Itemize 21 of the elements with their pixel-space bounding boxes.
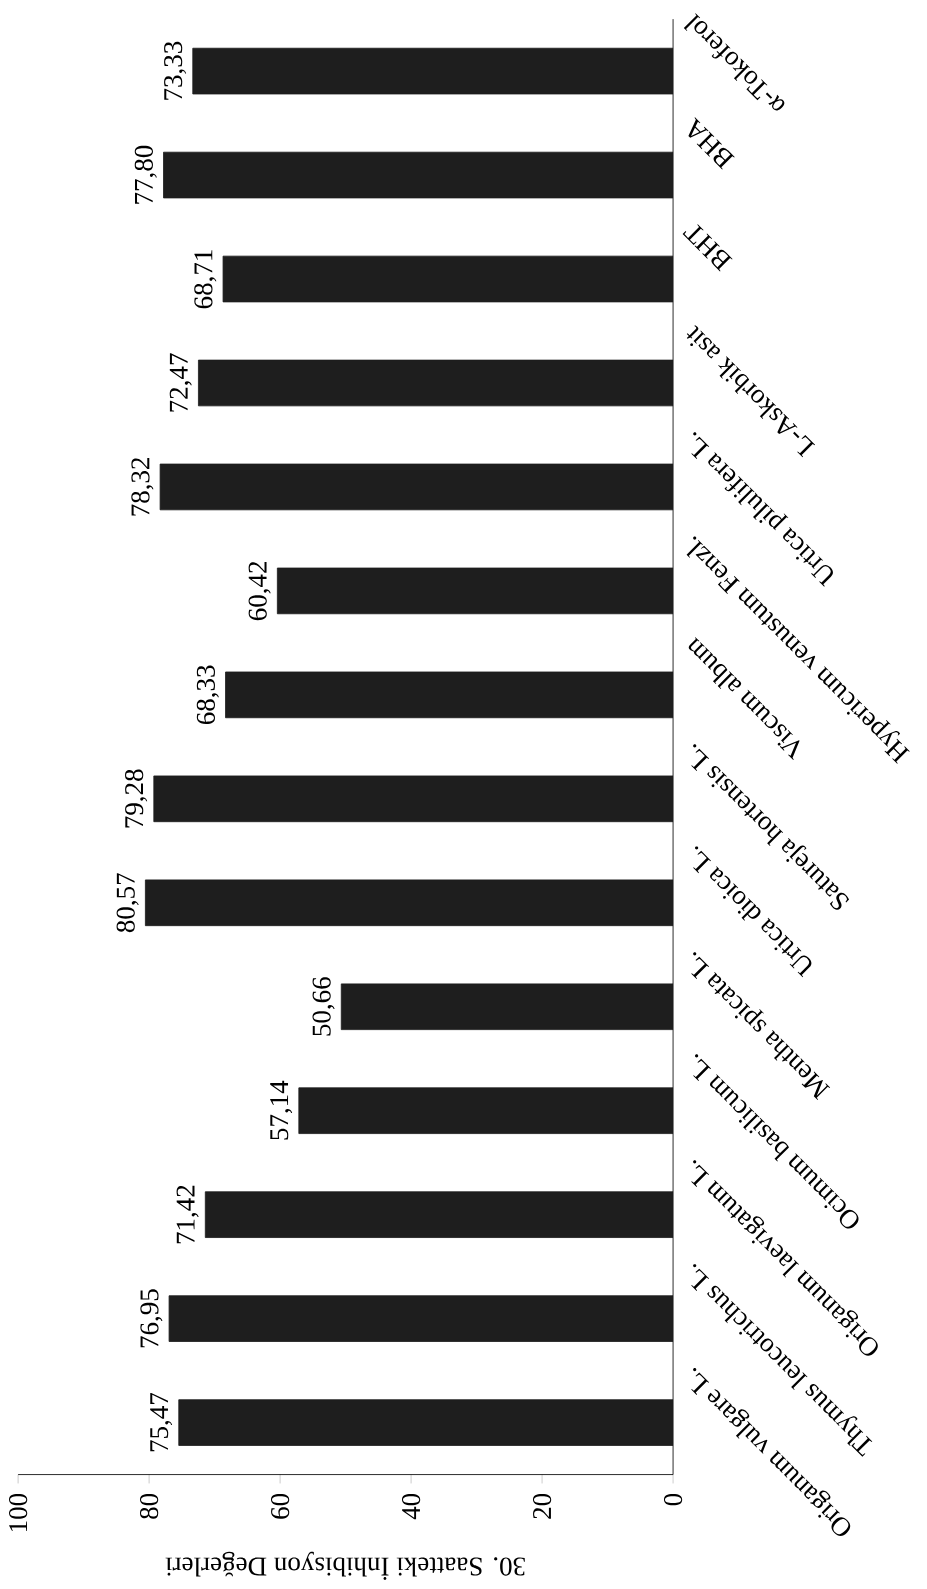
data-label: 77,80 bbox=[134, 145, 157, 204]
data-label: 76,95 bbox=[140, 1289, 163, 1348]
data-label: 78,32 bbox=[131, 458, 154, 516]
x-tick-label: 60 bbox=[270, 1493, 290, 1519]
x-tick-label: 40 bbox=[401, 1493, 421, 1520]
data-label: 68,71 bbox=[194, 250, 217, 309]
data-label: 57,14 bbox=[270, 1080, 293, 1140]
x-tick-label: 0 bbox=[663, 1493, 683, 1506]
data-label: 68,33 bbox=[196, 665, 219, 725]
data-label: 79,28 bbox=[124, 769, 148, 828]
data-label: 73,33 bbox=[164, 41, 187, 100]
data-label: 50,66 bbox=[312, 977, 335, 1036]
x-axis-title: 30. Saatteki İnhibisyon Değerleri bbox=[165, 1551, 525, 1580]
x-tick-label: 100 bbox=[8, 1493, 28, 1532]
data-label: 71,42 bbox=[176, 1185, 199, 1244]
data-label: 60,42 bbox=[248, 561, 271, 621]
x-tick-label: 20 bbox=[532, 1493, 552, 1519]
x-tick-label: 80 bbox=[139, 1493, 159, 1519]
data-label: 80,57 bbox=[116, 873, 139, 933]
data-label: 75,47 bbox=[150, 1392, 173, 1452]
data-label: 72,47 bbox=[169, 353, 192, 412]
